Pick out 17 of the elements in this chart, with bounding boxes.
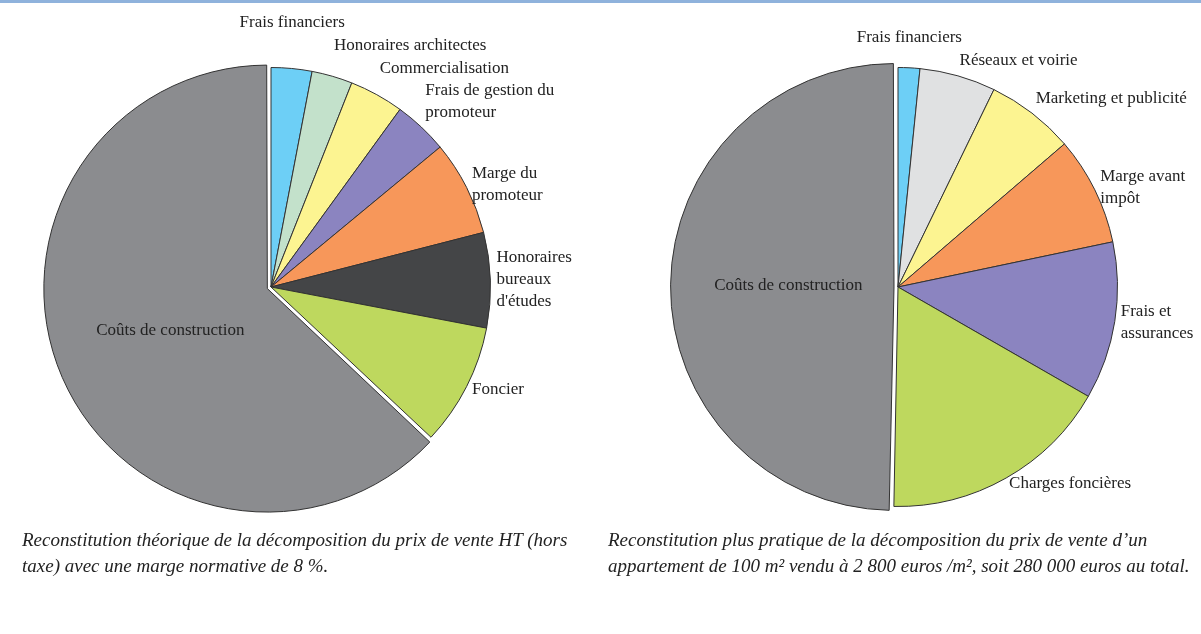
slice-label: Marge du promoteur — [471, 163, 544, 205]
slice-label: Marge avant impôt — [1100, 165, 1186, 207]
slice-label: Coûts de construction — [714, 275, 863, 295]
text: Reconstitution plus pratique de la décomposition du prix de vente d’un appartement de 100 m² vendu à 2 800 euros /m², soit 280 000 euros au total. — [608, 528, 1191, 578]
slice-label: Marketing et publicité — [1035, 87, 1187, 107]
slice-label: Frais financiers — [856, 27, 962, 47]
slice-label: Honoraires architectes — [333, 34, 487, 54]
text: Reconstitution théorique de la décomposition du prix de vente HT (hors taxe) avec une marge normative de 8 %. — [22, 528, 569, 578]
slice-label: Frais et assurances — [1120, 300, 1194, 342]
slice-label: Foncier — [471, 378, 525, 398]
slice-label: Commercialisation — [379, 57, 510, 77]
slice-label: Charges foncières — [1009, 472, 1132, 492]
slice-label: Coûts de construction — [96, 320, 245, 340]
slice-label: Honoraires bureaux d'études — [496, 247, 572, 311]
slice-label: Frais financiers — [239, 11, 345, 31]
slice-label: Réseaux et voirie — [959, 49, 1078, 69]
slice-label: Frais de gestion du promoteur — [425, 80, 555, 122]
